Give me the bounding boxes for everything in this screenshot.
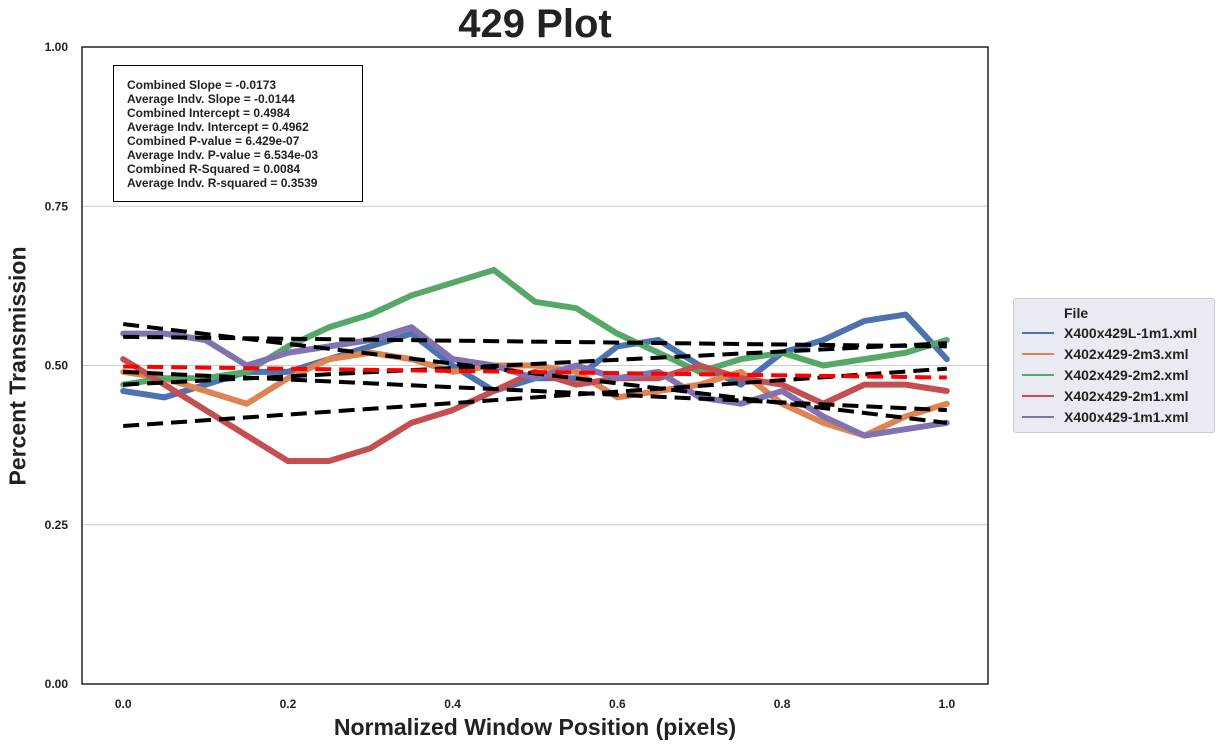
y-tick-label: 0.75: [45, 199, 69, 213]
x-tick-label: 0.8: [774, 697, 791, 711]
x-tick-label: 0.6: [609, 697, 626, 711]
x-axis-label: Normalized Window Position (pixels): [333, 714, 737, 740]
stats-box: Combined Slope = -0.0173 Average Indv. S…: [113, 65, 363, 202]
chart-title: 429 Plot: [458, 2, 612, 46]
x-tick-label: 0.4: [444, 697, 461, 711]
stat-avg-slope: Average Indv. Slope = -0.0144: [127, 92, 295, 106]
legend-item: X402x429-2m2.xml: [1022, 365, 1189, 385]
legend-item: X400x429-1m1.xml: [1022, 407, 1189, 427]
stat-combined-intercept: Combined Intercept = 0.4984: [127, 106, 291, 120]
legend: File X400x429L-1m1.xml X402x429-2m3.xml …: [1013, 298, 1215, 433]
plot-frame: [81, 46, 989, 685]
y-tick-label: 0.00: [45, 677, 69, 691]
legend-title: File: [1064, 305, 1089, 321]
legend-swatch-3: [1022, 374, 1054, 376]
y-tick-label: 0.50: [45, 359, 69, 373]
series-line-1: [120, 311, 950, 401]
stat-combined-pvalue: Combined P-value = 6.429e-07: [127, 134, 300, 148]
fit-line-6: [123, 364, 947, 380]
legend-item: X402x429-2m1.xml: [1022, 386, 1189, 406]
legend-swatch-2: [1022, 353, 1054, 355]
y-axis-label: Percent Transmission: [4, 246, 31, 486]
y-tick-label: 1.00: [45, 40, 69, 54]
fit-line-2: [123, 369, 947, 413]
x-tick-label: 0.2: [280, 697, 297, 711]
legend-label: X402x429-2m1.xml: [1064, 388, 1189, 404]
legend-swatch-1: [1022, 332, 1054, 334]
y-tick-label: 0.25: [45, 518, 69, 532]
legend-label: X402x429-2m2.xml: [1064, 367, 1189, 383]
legend-item: X400x429L-1m1.xml: [1022, 323, 1197, 343]
stat-avg-rsquared: Average Indv. R-squared = 0.3539: [127, 176, 318, 190]
stat-avg-intercept: Average Indv. Intercept = 0.4962: [127, 120, 309, 134]
legend-label: X400x429-1m1.xml: [1064, 409, 1189, 425]
legend-label: X400x429L-1m1.xml: [1064, 325, 1198, 341]
stat-avg-pvalue: Average Indv. P-value = 6.534e-03: [127, 148, 319, 162]
series-line-5: [120, 324, 950, 439]
stat-combined-rsquared: Combined R-Squared = 0.0084: [127, 162, 301, 176]
fit-line-4: [123, 366, 947, 429]
legend-label: X402x429-2m3.xml: [1064, 346, 1189, 362]
legend-swatch-5: [1022, 416, 1054, 418]
x-tick-label: 0.0: [115, 697, 132, 711]
x-tick-label: 1.0: [938, 697, 955, 711]
fit-line-3: [123, 334, 947, 349]
legend-swatch-4: [1022, 395, 1054, 397]
stat-combined-slope: Combined Slope = -0.0173: [127, 78, 277, 92]
fit-line-1: [123, 341, 947, 387]
legend-item: X402x429-2m3.xml: [1022, 344, 1189, 364]
